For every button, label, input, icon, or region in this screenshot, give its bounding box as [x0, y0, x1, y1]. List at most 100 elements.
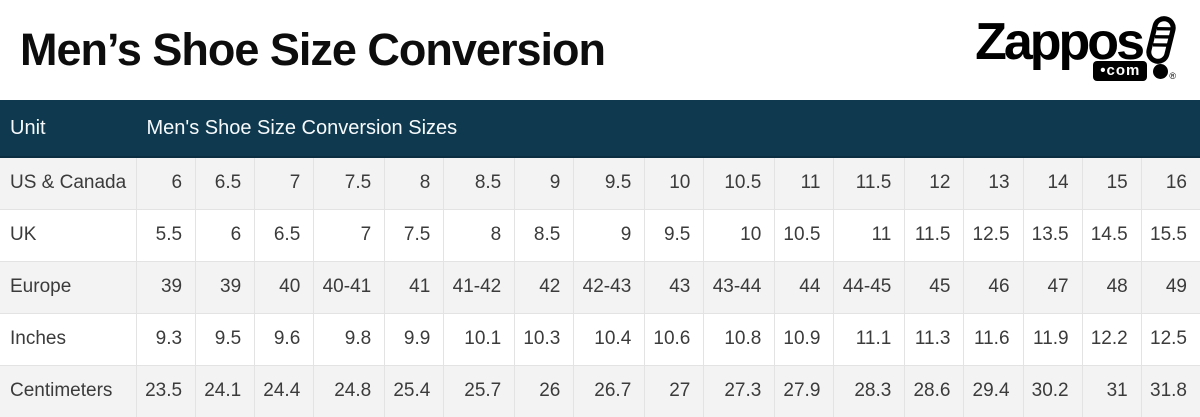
size-cell: 25.4 — [384, 364, 444, 417]
size-cell: 28.6 — [904, 364, 964, 417]
table-body: US & Canada 6 6.5 7 7.5 8 8.5 9 9.5 10 10.5 11 11.5 1… — [0, 156, 1200, 417]
size-cell: 11.6 — [963, 312, 1024, 365]
size-cell: 46 — [963, 260, 1024, 313]
unit-column-header: Unit — [0, 100, 137, 158]
size-cell: 11.1 — [833, 312, 905, 365]
size-cell: 25.7 — [443, 364, 515, 417]
size-cell: 7.5 — [384, 208, 444, 261]
size-cell: 6.5 — [195, 156, 255, 209]
size-cell: 6.5 — [254, 208, 314, 261]
size-cell: 42-43 — [573, 260, 645, 313]
size-cell: 12.2 — [1081, 312, 1142, 365]
size-cell: 11.5 — [833, 156, 905, 209]
row-label: Centimeters — [0, 364, 137, 417]
size-cell: 7.5 — [313, 156, 385, 209]
table-head: Unit Men's Shoe Size Conversion Sizes — [0, 100, 1200, 158]
size-cell: 10 — [644, 156, 704, 209]
size-cell: 13 — [963, 156, 1024, 209]
size-cell: 27 — [644, 364, 704, 417]
size-cell: 27.3 — [703, 364, 775, 417]
size-cell: 10.1 — [443, 312, 515, 365]
size-cell: 47 — [1022, 260, 1083, 313]
size-cell: 39 — [135, 260, 196, 313]
size-cell: 14 — [1022, 156, 1083, 209]
size-cell: 23.5 — [135, 364, 196, 417]
size-cell: 41 — [384, 260, 444, 313]
size-cell: 43 — [644, 260, 704, 313]
size-cell: 8 — [443, 208, 515, 261]
size-cell: 27.9 — [774, 364, 834, 417]
row-label: Inches — [0, 312, 137, 365]
size-cell: 29.4 — [963, 364, 1024, 417]
size-cell: 9 — [514, 156, 574, 209]
table-header-row: Unit Men's Shoe Size Conversion Sizes — [0, 100, 1200, 158]
size-cell: 30.2 — [1022, 364, 1083, 417]
size-conversion-table: Unit Men's Shoe Size Conversion Sizes US… — [0, 100, 1200, 417]
size-cell: 11.5 — [904, 208, 964, 261]
row-label: Europe — [0, 260, 137, 313]
size-cell: 7 — [313, 208, 385, 261]
size-cell: 24.8 — [313, 364, 385, 417]
size-cell: 9.3 — [135, 312, 196, 365]
size-cell: 24.4 — [254, 364, 314, 417]
size-cell: 15.5 — [1140, 208, 1200, 261]
size-cell: 8 — [384, 156, 444, 209]
registered-trademark-symbol: ® — [1169, 71, 1176, 81]
size-cell: 40 — [254, 260, 314, 313]
page-title: Men’s Shoe Size Conversion — [20, 24, 606, 75]
size-cell: 11.9 — [1022, 312, 1083, 365]
size-cell: 12.5 — [963, 208, 1024, 261]
size-cell: 26.7 — [573, 364, 645, 417]
size-cell: 11 — [774, 156, 834, 209]
size-cell: 39 — [195, 260, 255, 313]
size-cell: 11 — [833, 208, 905, 261]
size-cell: 48 — [1081, 260, 1142, 313]
size-cell: 9.5 — [573, 156, 645, 209]
size-cell: 9.5 — [195, 312, 255, 365]
size-cell: 45 — [904, 260, 964, 313]
table-row: Centimeters 23.5 24.1 24.4 24.8 25.4 25.7 26 26.… — [0, 364, 1200, 417]
size-cell: 40-41 — [313, 260, 385, 313]
page-header: Men’s Shoe Size Conversion Zappos •com ® — [0, 0, 1200, 100]
row-label: US & Canada — [0, 156, 137, 209]
size-cell: 31.8 — [1140, 364, 1200, 417]
size-cell: 10.8 — [703, 312, 775, 365]
size-cell: 7 — [254, 156, 314, 209]
size-cell: 26 — [514, 364, 574, 417]
size-cell: 10.5 — [703, 156, 775, 209]
size-cell: 10.3 — [514, 312, 574, 365]
size-cell: 43-44 — [703, 260, 775, 313]
size-cell: 12.5 — [1140, 312, 1200, 365]
size-cell: 10.4 — [573, 312, 645, 365]
size-cell: 13.5 — [1022, 208, 1083, 261]
size-cell: 14.5 — [1081, 208, 1142, 261]
size-cell: 10.6 — [644, 312, 704, 365]
table-row: Europe 39 39 40 40-41 41 41-42 42 42-43 43 43-44 44… — [0, 260, 1200, 313]
table-row: US & Canada 6 6.5 7 7.5 8 8.5 9 9.5 10 10.5 11 11.5 1… — [0, 156, 1200, 209]
dot-com-badge: •com — [1093, 61, 1148, 81]
size-cell: 9 — [573, 208, 645, 261]
size-cell: 10.5 — [774, 208, 834, 261]
size-cell: 6 — [195, 208, 255, 261]
size-cell: 16 — [1140, 156, 1200, 209]
size-cell: 8.5 — [514, 208, 574, 261]
table-row: UK 5.5 6 6.5 7 7.5 8 8.5 9 9.5 10 10.5 11 11.5 12.5 13.… — [0, 208, 1200, 261]
size-cell: 9.8 — [313, 312, 385, 365]
shoe-exclamation-icon — [1146, 15, 1176, 69]
size-cell: 10.9 — [774, 312, 834, 365]
size-cell: 28.3 — [833, 364, 905, 417]
zappos-logo-tld-row: •com ® — [1093, 61, 1176, 81]
exclamation-dot-icon — [1153, 63, 1169, 79]
row-label: UK — [0, 208, 137, 261]
size-cell: 15 — [1081, 156, 1142, 209]
zappos-logo-wordmark: Zappos — [975, 16, 1176, 69]
size-cell: 9.6 — [254, 312, 314, 365]
size-cell: 8.5 — [443, 156, 515, 209]
size-cell: 24.1 — [195, 364, 255, 417]
size-cell: 9.9 — [384, 312, 444, 365]
zappos-logo: Zappos •com ® — [975, 16, 1176, 81]
size-cell: 12 — [904, 156, 964, 209]
size-cell: 44 — [774, 260, 834, 313]
size-cell: 31 — [1081, 364, 1142, 417]
size-cell: 44-45 — [833, 260, 905, 313]
